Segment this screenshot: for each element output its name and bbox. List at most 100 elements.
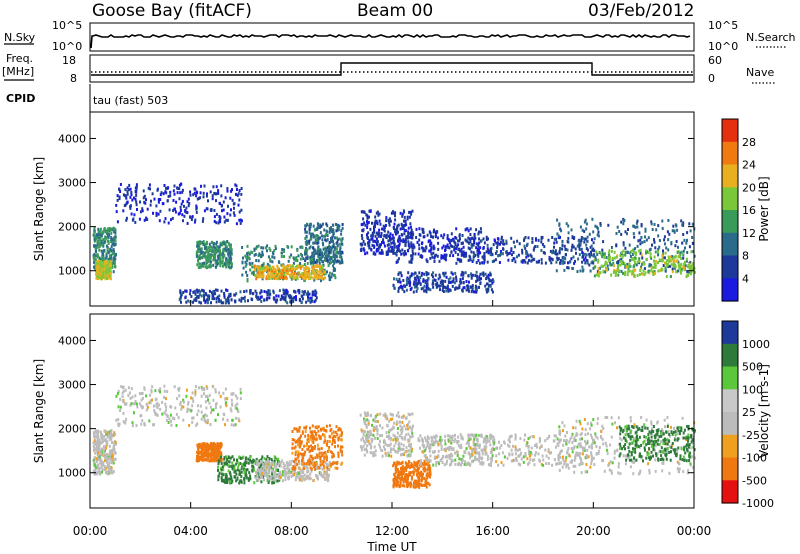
range-cell	[596, 227, 599, 231]
range-cell	[478, 278, 481, 281]
nave-label: Nave	[746, 66, 774, 79]
range-cell	[97, 277, 100, 281]
range-cell	[280, 473, 283, 477]
range-cell	[128, 183, 131, 187]
range-cell	[230, 398, 233, 402]
range-cell	[112, 247, 115, 251]
range-cell	[464, 254, 467, 258]
range-cell	[308, 227, 311, 231]
range-cell	[93, 265, 95, 269]
range-cell	[234, 394, 237, 398]
range-cell	[239, 397, 242, 401]
range-cell	[328, 250, 331, 254]
range-cell	[94, 235, 97, 238]
range-cell	[531, 237, 534, 241]
range-cell	[297, 475, 300, 479]
range-cell	[402, 279, 405, 282]
range-cell	[499, 252, 502, 256]
range-cell	[194, 289, 197, 293]
range-cell	[110, 245, 113, 249]
range-cell	[461, 277, 464, 281]
range-cell	[112, 470, 115, 473]
range-cell	[268, 289, 271, 293]
range-cell	[200, 294, 203, 298]
range-cell	[415, 278, 418, 282]
range-cell	[164, 217, 167, 221]
range-cell	[219, 241, 222, 245]
range-cell	[401, 212, 404, 216]
range-cell	[168, 208, 171, 212]
range-cell	[159, 390, 162, 394]
range-cell	[234, 423, 237, 427]
range-cell	[294, 290, 297, 294]
range-cell	[226, 478, 228, 482]
range-cell	[385, 233, 388, 237]
range-cell	[462, 253, 465, 257]
range-cell	[593, 274, 596, 278]
range-cell	[314, 260, 317, 264]
range-cell	[299, 262, 302, 265]
range-cell	[671, 270, 674, 274]
range-cell	[333, 257, 336, 261]
range-cell	[109, 465, 112, 469]
range-cell	[227, 263, 230, 267]
range-cell	[293, 471, 296, 474]
range-cell	[450, 232, 453, 236]
range-cell	[341, 250, 343, 254]
range-cell	[119, 409, 122, 412]
range-cell	[387, 243, 390, 247]
range-cell	[657, 250, 660, 254]
range-cell	[629, 264, 632, 268]
range-cell	[99, 460, 102, 464]
range-cell	[328, 271, 331, 275]
range-cell	[110, 429, 113, 432]
range-cell	[194, 393, 197, 397]
range-cell	[328, 468, 331, 471]
range-cell	[629, 251, 632, 255]
range-cell	[469, 240, 472, 244]
range-cell	[222, 391, 225, 395]
range-cell	[653, 240, 656, 244]
range-cell	[95, 429, 98, 433]
range-cell	[275, 272, 278, 276]
range-cell	[317, 247, 320, 251]
range-cell	[112, 444, 115, 448]
range-cell	[313, 254, 316, 258]
range-cell	[108, 461, 111, 465]
range-cell	[176, 397, 179, 401]
range-cell	[579, 269, 582, 273]
range-cell	[95, 254, 97, 258]
range-cell	[211, 451, 214, 455]
range-cell	[217, 457, 220, 461]
range-cell	[374, 222, 376, 226]
range-cell	[178, 183, 181, 187]
range-cell	[499, 240, 502, 244]
power-ylabel: Slant Range [km]	[32, 157, 46, 261]
range-cell	[278, 478, 281, 482]
range-cell	[465, 239, 468, 243]
range-cell	[567, 224, 570, 228]
range-cell	[111, 440, 113, 444]
range-cell	[669, 275, 672, 279]
range-cell	[151, 398, 153, 402]
range-cell	[107, 233, 110, 236]
range-cell	[415, 236, 418, 239]
range-cell	[324, 254, 327, 258]
range-cell	[680, 250, 683, 254]
range-cell	[563, 261, 566, 265]
range-cell	[224, 247, 227, 251]
range-cell	[224, 196, 227, 200]
range-cell	[100, 234, 103, 238]
range-cell	[263, 457, 266, 461]
range-cell	[471, 260, 474, 263]
range-cell	[234, 406, 237, 410]
range-cell	[155, 204, 158, 208]
range-cell	[465, 280, 468, 283]
range-cell	[407, 230, 410, 234]
range-cell	[103, 260, 106, 264]
range-cell	[294, 478, 297, 482]
range-cell	[178, 187, 181, 191]
range-cell	[543, 245, 546, 249]
range-cell	[151, 192, 154, 196]
range-cell	[216, 453, 219, 456]
